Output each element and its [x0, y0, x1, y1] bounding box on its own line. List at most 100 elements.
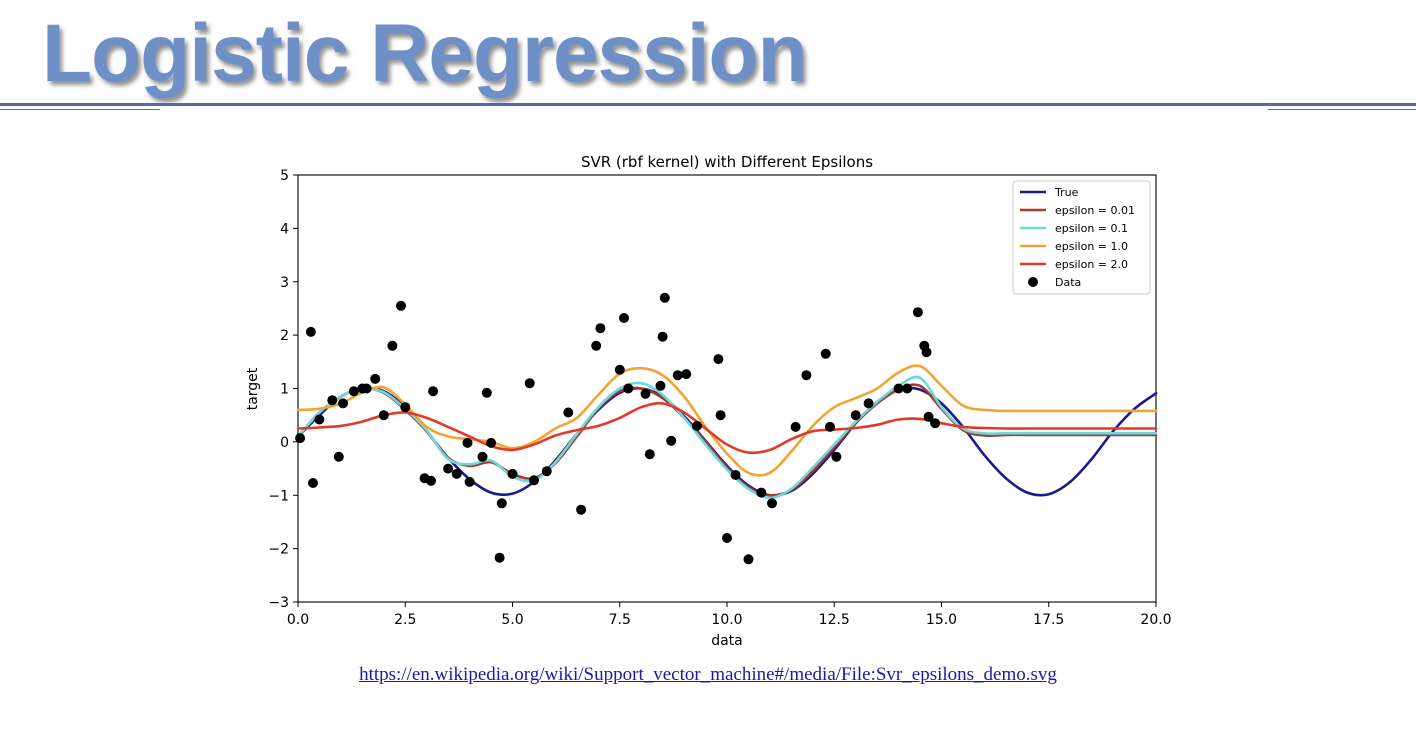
data-point: [863, 398, 874, 409]
x-tick-label: 2.5: [394, 612, 416, 628]
y-tick-label: 3: [280, 275, 289, 291]
data-point: [327, 395, 338, 406]
data-point: [443, 463, 454, 474]
data-point: [657, 331, 668, 342]
data-point: [428, 386, 439, 397]
series-line-epsilon-2-0: [296, 401, 1158, 455]
data-point: [361, 383, 372, 394]
data-point: [529, 475, 539, 486]
legend: True epsilon = 0.01 epsilon = 0.1 epsilon =…: [1012, 180, 1151, 295]
data-point: [494, 552, 505, 563]
y-tick-label: 0: [280, 435, 289, 451]
data-point: [619, 313, 629, 323]
legend-label-epsilon-0-1: epsilon = 0.1: [1055, 222, 1128, 235]
data-point: [743, 554, 754, 565]
data-point: [923, 411, 934, 422]
data-point: [295, 433, 306, 444]
data-point: [666, 435, 677, 446]
data-point: [477, 451, 488, 462]
series-line-epsilon-0-1: [296, 375, 1158, 500]
data-point: [614, 364, 625, 375]
data-point: [451, 468, 462, 479]
data-point: [426, 475, 436, 486]
legend-label-epsilon-1-0: epsilon = 1.0: [1055, 240, 1128, 253]
data-point: [396, 300, 406, 311]
data-point: [756, 487, 767, 498]
legend-label-data: Data: [1055, 276, 1081, 289]
y-tick-label: 4: [280, 221, 289, 237]
series-line-epsilon-1-0: [296, 364, 1158, 477]
data-point: [893, 383, 904, 394]
y-axis-ticks: −3 −2 −1 0 1 2 3 4 5: [268, 168, 298, 611]
legend-label-true: True: [1054, 186, 1079, 199]
data-point: [820, 348, 831, 359]
x-tick-label: 5.0: [501, 612, 523, 628]
x-tick-label: 0.0: [287, 612, 309, 628]
legend-box: [1012, 180, 1151, 295]
data-point: [507, 468, 518, 479]
y-tick-label: −2: [268, 542, 289, 558]
title-divider-accent-right: [1268, 109, 1416, 110]
data-point: [902, 383, 913, 394]
data-point: [370, 373, 381, 384]
data-point: [672, 370, 683, 381]
data-point: [715, 410, 726, 421]
y-tick-label: 5: [280, 168, 289, 184]
data-point: [644, 449, 655, 460]
x-tick-label: 20.0: [1140, 612, 1171, 628]
data-point: [378, 410, 389, 421]
x-axis-label: data: [711, 633, 743, 649]
data-point: [730, 470, 741, 480]
legend-label-epsilon-0-01: epsilon = 0.01: [1055, 204, 1135, 217]
y-axis-label: target: [245, 367, 261, 410]
data-point: [333, 451, 344, 462]
data-point: [655, 380, 666, 391]
x-tick-label: 15.0: [926, 612, 957, 628]
data-point: [831, 451, 842, 462]
data-point: [400, 402, 411, 413]
data-point: [921, 347, 932, 358]
data-point: [314, 414, 325, 425]
y-tick-label: −1: [268, 488, 289, 504]
x-tick-label: 7.5: [609, 612, 631, 628]
y-tick-label: 1: [280, 382, 289, 398]
data-point: [496, 498, 507, 509]
data-point: [338, 398, 348, 409]
title-divider-accent-left: [0, 109, 160, 110]
data-point: [595, 323, 606, 334]
data-point: [623, 383, 634, 394]
data-point: [563, 407, 574, 418]
data-point: [681, 369, 692, 380]
data-point: [576, 504, 587, 515]
data-point: [722, 533, 732, 543]
series-lines: [296, 364, 1158, 500]
y-tick-label: −3: [268, 595, 289, 611]
data-point: [930, 418, 941, 429]
title-divider: [0, 103, 1416, 106]
legend-label-epsilon-2-0: epsilon = 2.0: [1055, 258, 1128, 271]
data-point: [790, 421, 801, 432]
legend-swatch-data: [1028, 277, 1038, 287]
x-tick-label: 10.0: [711, 612, 742, 628]
data-point: [308, 478, 318, 488]
data-point: [305, 326, 316, 337]
chart-title: SVR (rbf kernel) with Different Epsilons: [581, 153, 873, 171]
slide-title: Logistic Regression: [42, 8, 808, 99]
data-point: [387, 340, 398, 351]
x-tick-label: 12.5: [819, 612, 850, 628]
data-point: [767, 498, 777, 509]
data-point: [541, 466, 552, 477]
data-point: [850, 410, 861, 421]
data-point: [801, 370, 812, 381]
data-point: [481, 387, 492, 398]
data-point: [348, 386, 359, 397]
data-point: [692, 420, 702, 431]
data-point: [486, 437, 497, 448]
data-point: [462, 437, 473, 448]
data-point: [659, 292, 670, 303]
source-link[interactable]: https://en.wikipedia.org/wiki/Support_ve…: [359, 664, 1057, 685]
data-point: [825, 421, 835, 432]
data-point: [591, 340, 602, 351]
x-tick-label: 17.5: [1033, 612, 1064, 628]
